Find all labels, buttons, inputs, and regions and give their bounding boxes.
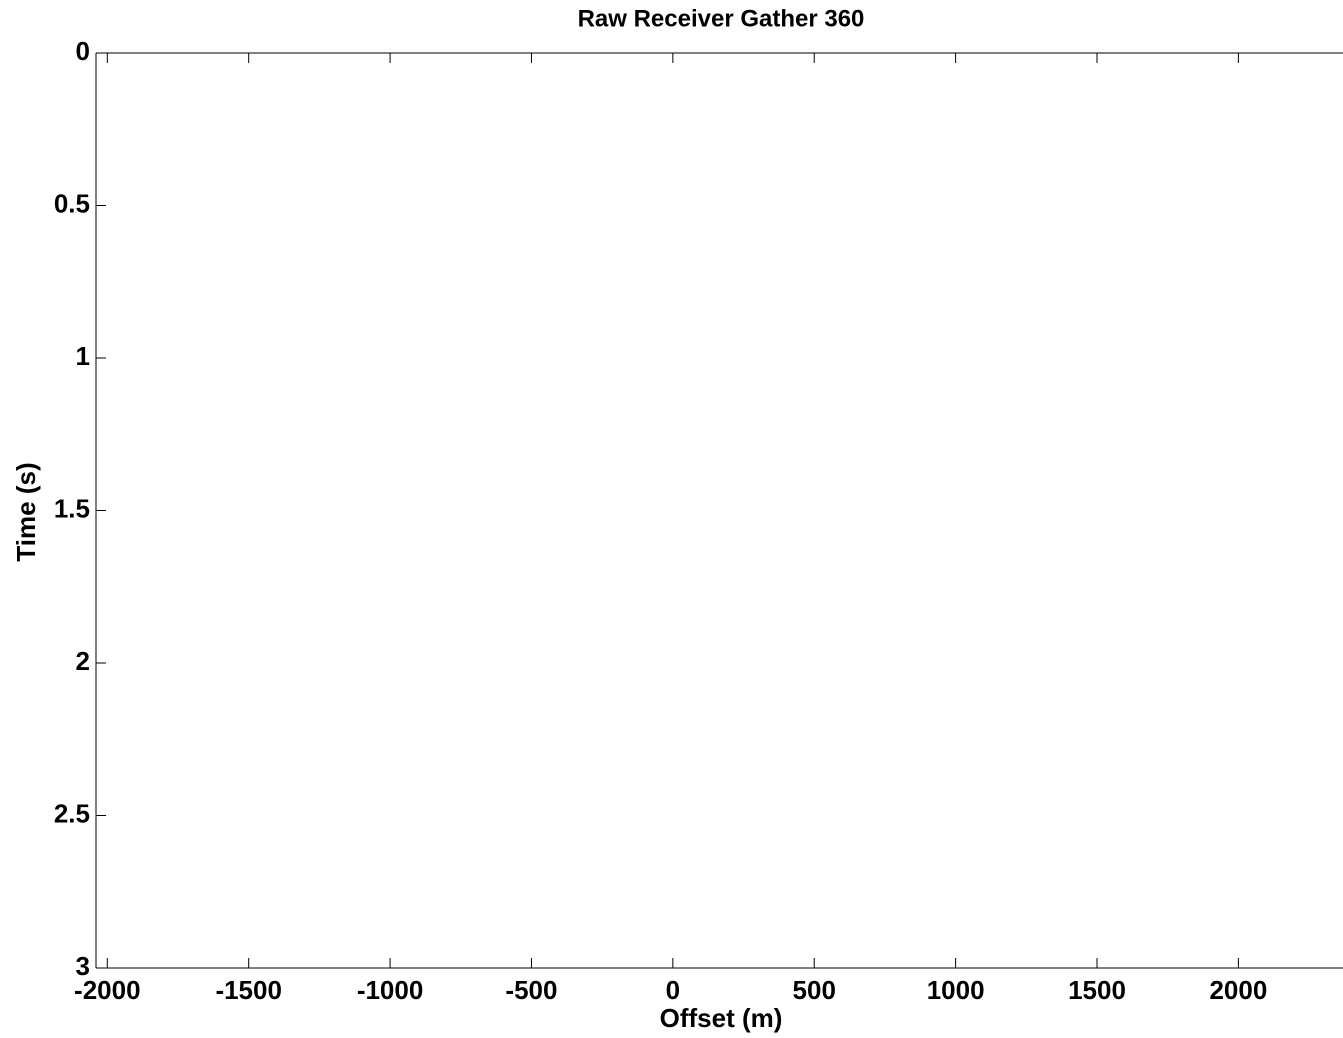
y-tick-label: 1.5 [54,493,90,523]
y-tick-label: 0 [76,36,90,66]
x-axis-label: Offset (m) [660,1003,783,1033]
chart: Raw Receiver Gather 360 Offset (m) Time … [0,0,1343,1038]
y-tick-label: 1 [76,341,90,371]
y-tick-label: 2.5 [54,798,90,828]
y-tick-label: 2 [76,646,90,676]
chart-title: Raw Receiver Gather 360 [578,5,865,32]
x-tick-label: -1500 [215,975,282,1005]
x-tick-label: 2000 [1209,975,1267,1005]
x-tick-label: -500 [505,975,557,1005]
y-tick-label: 3 [76,951,90,981]
y-axis-label: Time (s) [11,462,41,561]
x-tick-label: 0 [666,975,680,1005]
x-tick-label: 1000 [927,975,985,1005]
x-tick-label: 1500 [1068,975,1126,1005]
x-tick-label: 500 [793,975,836,1005]
x-tick-label: -1000 [357,975,424,1005]
y-tick-label: 0.5 [54,188,90,218]
seismic-image [96,53,1343,968]
